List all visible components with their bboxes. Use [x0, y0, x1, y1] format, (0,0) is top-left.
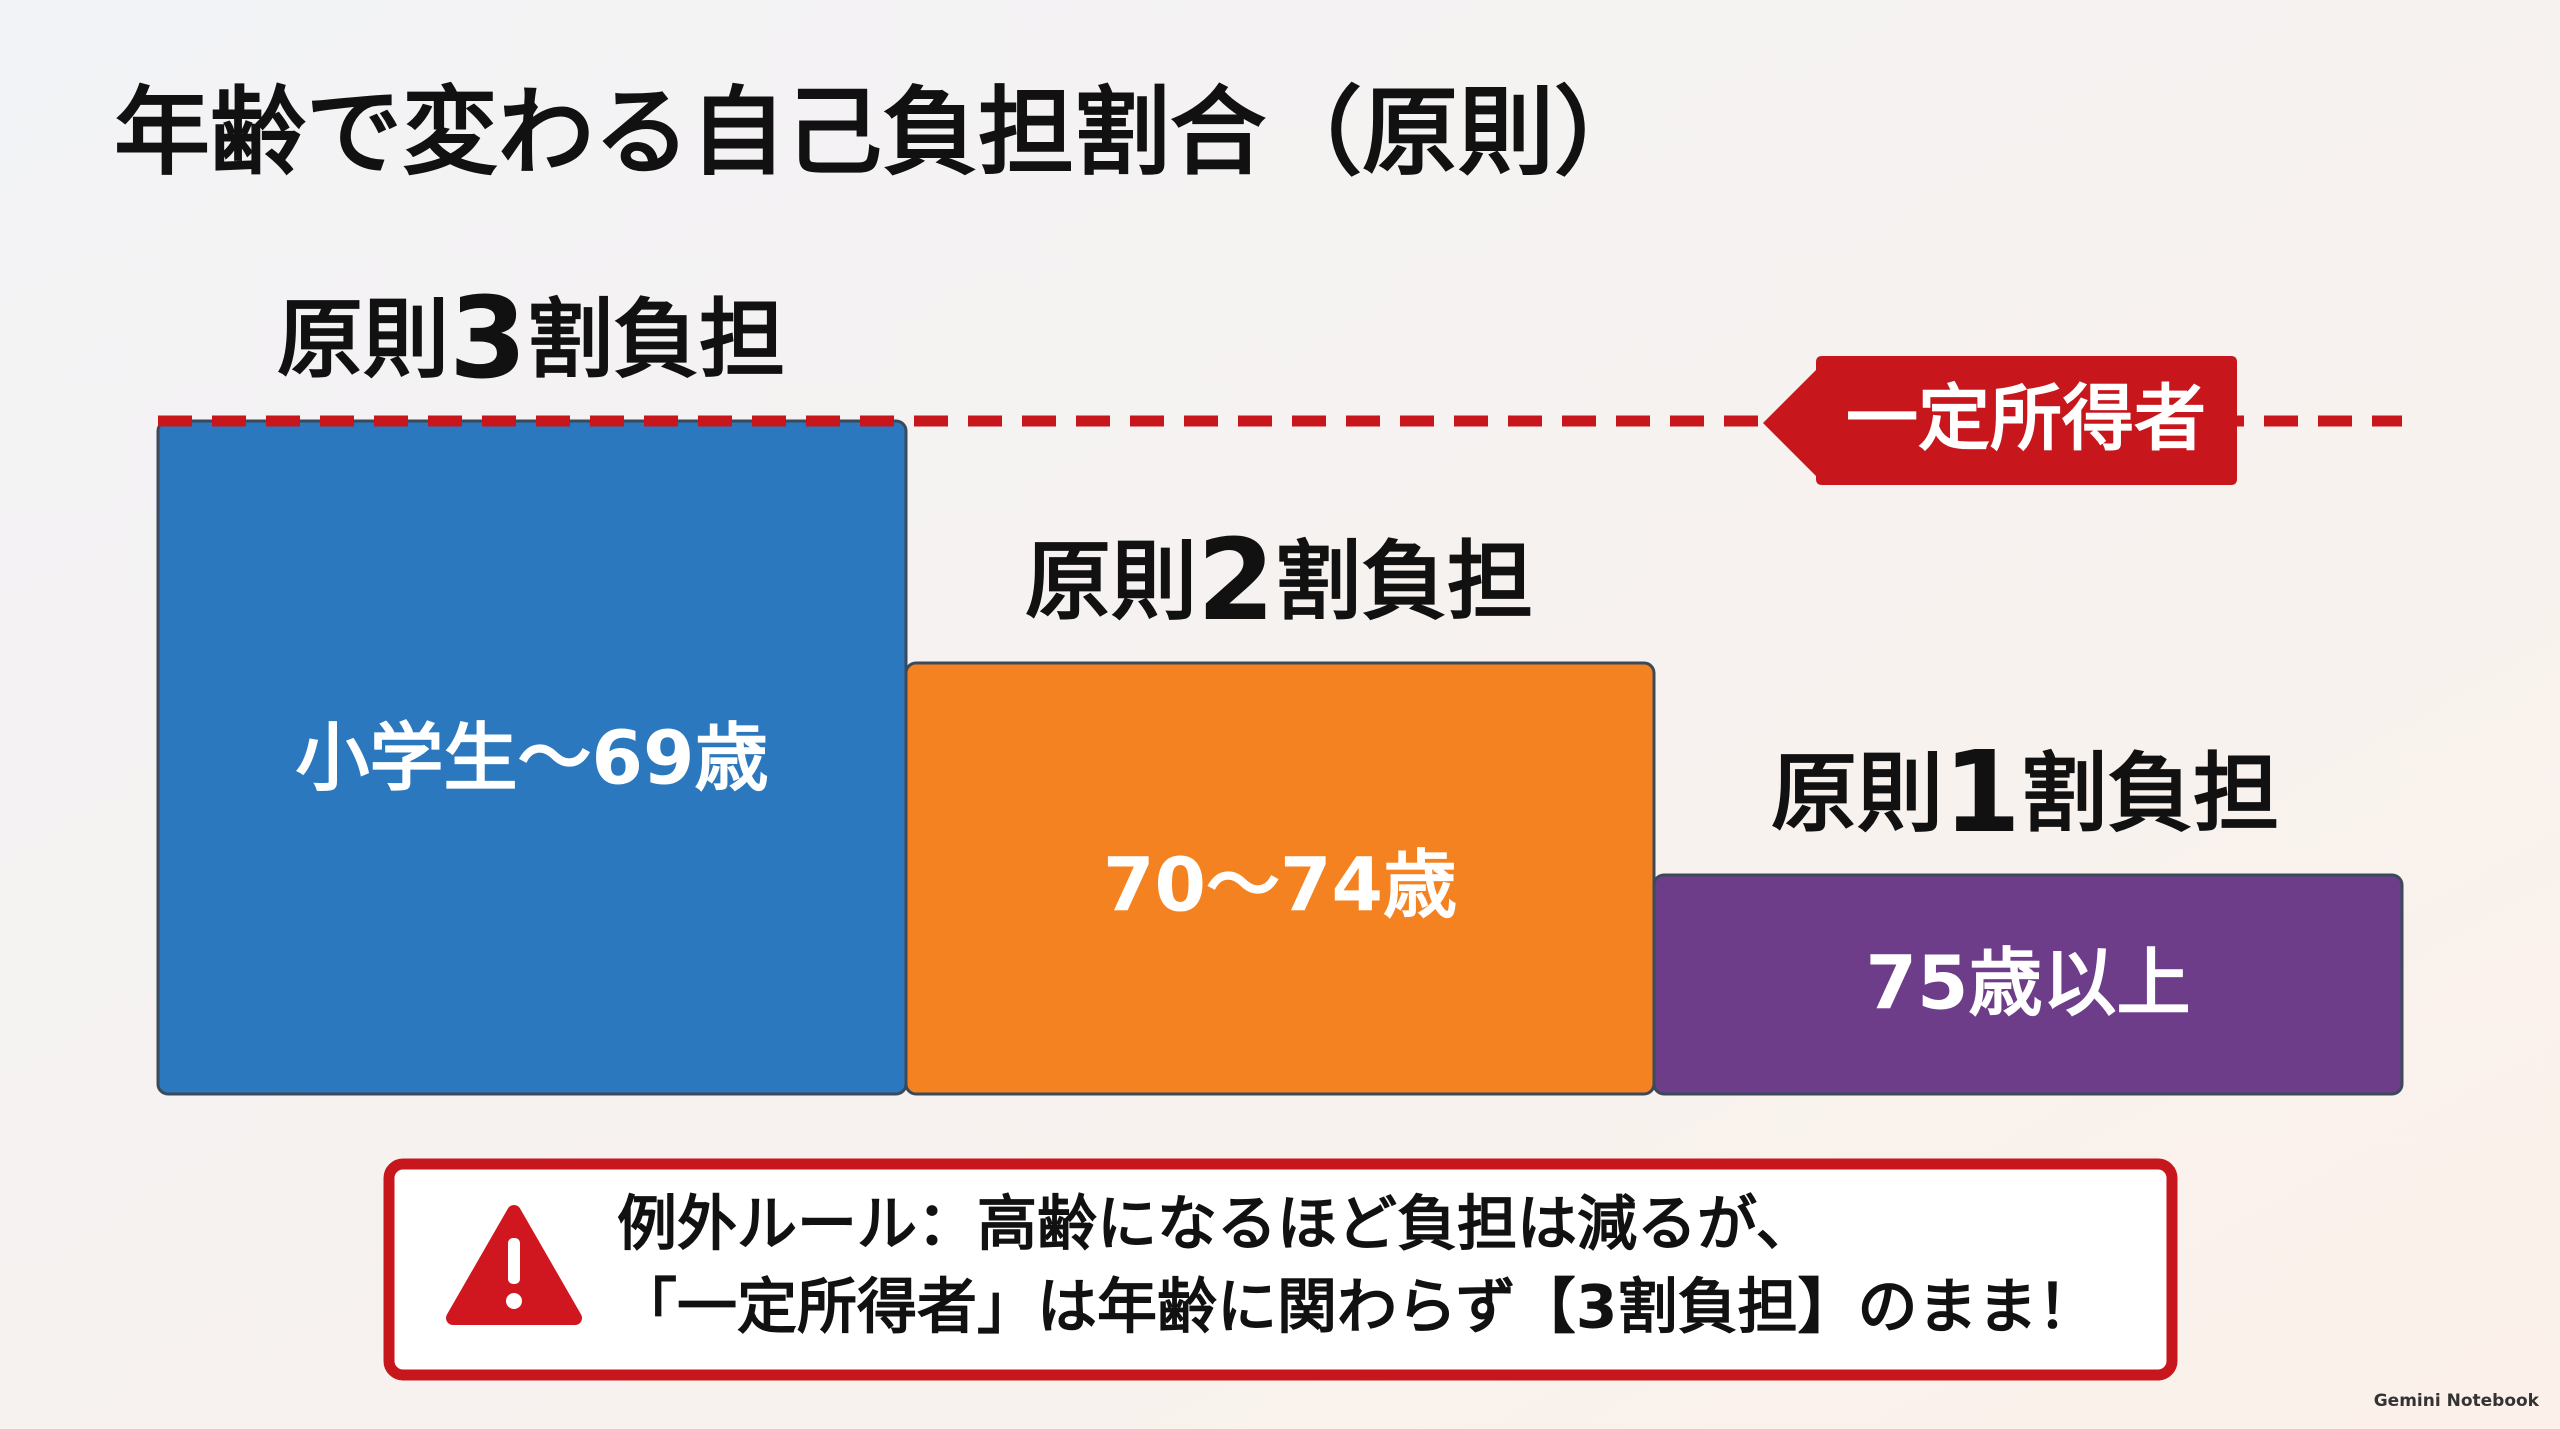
heading-part: 1 [1943, 728, 2021, 858]
notice-line: 例外ルール：高齢になるほど負担は減るが、 [617, 1190, 1816, 1260]
block-heading: 原則3割負担 [277, 274, 785, 404]
block [1652, 873, 2404, 1096]
block-heading: 原則2割負担 [1025, 516, 1533, 646]
heading-part: 割負担 [527, 290, 785, 390]
notice-box [383, 1158, 2178, 1381]
warning-mark [508, 1238, 520, 1284]
block-label: 小学生～69歳 [296, 716, 769, 802]
heading-part: 割負担 [2021, 744, 2279, 844]
tag [1763, 356, 2237, 485]
block-heading: 原則1割負担 [1771, 728, 2279, 858]
block [904, 661, 1656, 1096]
block-label: 75歳以上 [1866, 941, 2191, 1027]
heading-part: 2 [1197, 516, 1275, 646]
title: 年齢で変わる自己負担割合（原則） [114, 76, 1650, 188]
heading-part: 原則 [1025, 532, 1197, 632]
heading-part: 割負担 [1275, 532, 1533, 632]
tag-label: 一定所得者 [1846, 377, 2206, 461]
heading-part: 原則 [277, 290, 449, 390]
notice-line: 「一定所得者」は年齢に関わらず【3割負担】のまま！ [617, 1273, 2098, 1343]
warning-dot [506, 1293, 522, 1309]
watermark: Gemini Notebook [2374, 1391, 2540, 1411]
heading-part: 原則 [1771, 744, 1943, 844]
heading-part: 3 [449, 274, 527, 404]
block-label: 70～74歳 [1103, 843, 1457, 929]
